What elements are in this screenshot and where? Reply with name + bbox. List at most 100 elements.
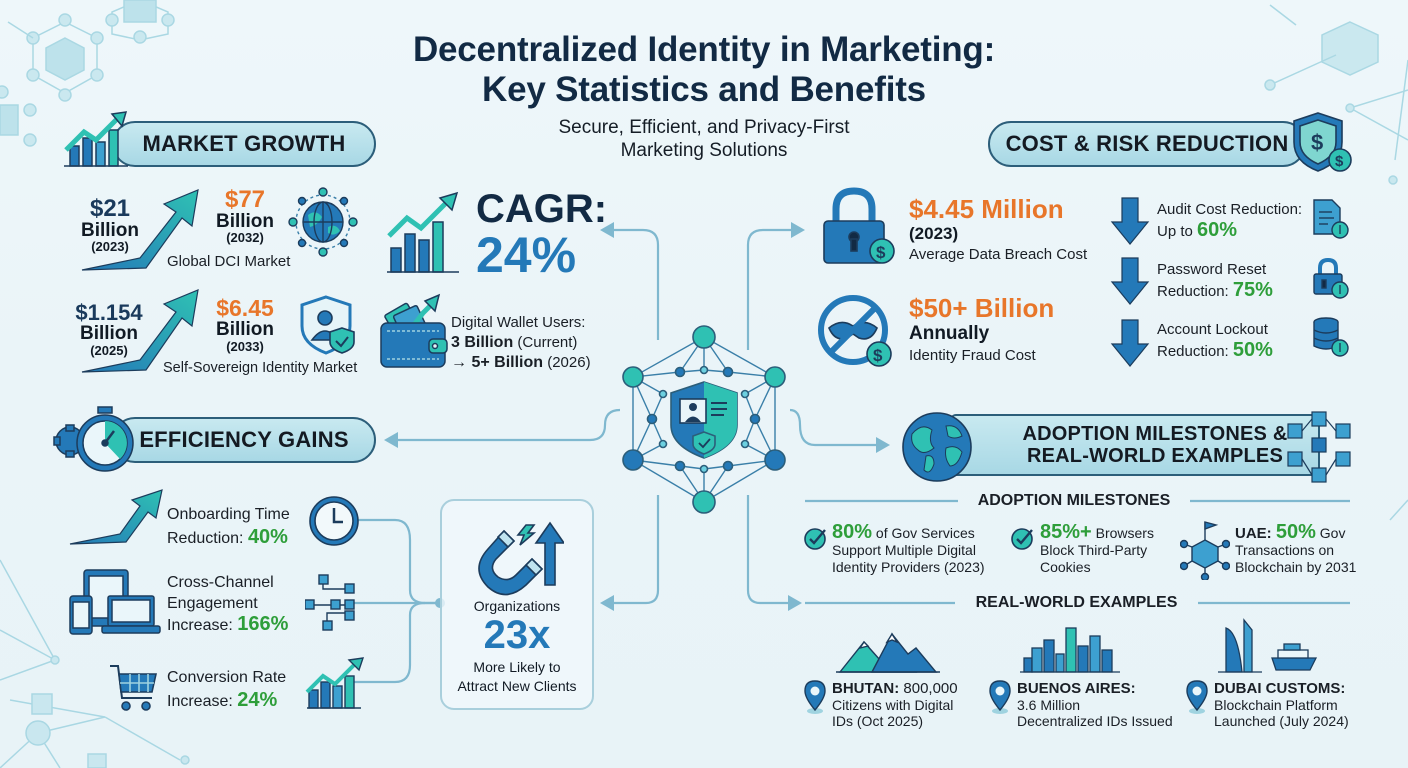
wallet-current-value: 3 Billion bbox=[451, 334, 514, 351]
cross-channel-prefix: Increase: bbox=[167, 617, 238, 634]
growth-arrow-icon bbox=[81, 189, 199, 271]
magnet-arrow-icon bbox=[478, 521, 564, 596]
examples-subheading: REAL-WORLD EXAMPLES bbox=[955, 594, 1198, 612]
user-shield-icon bbox=[300, 295, 355, 355]
shield-dollar-icon: $ $ bbox=[1293, 112, 1352, 172]
growth-chart-icon bbox=[64, 111, 128, 167]
wallet-future-note: (2026) bbox=[547, 354, 591, 371]
reduction-item-audit: Audit Cost Reduction: Up to 60% bbox=[1110, 192, 1360, 252]
down-arrow-icon bbox=[1110, 257, 1150, 305]
dci-start-stat: $21 Billion (2023) bbox=[70, 197, 150, 254]
subtitle-line-2: Marketing Solutions bbox=[620, 140, 788, 161]
milestone-2-text: Browsers bbox=[1091, 525, 1154, 541]
mountains-icon bbox=[836, 632, 940, 673]
cagr-stat: CAGR: 24% bbox=[476, 188, 607, 280]
dubai-ship-icon bbox=[1218, 618, 1318, 673]
dubai-line-2: Blockchain Platform bbox=[1214, 697, 1338, 713]
milestones-subheading: ADOPTION MILESTONES bbox=[958, 492, 1190, 510]
dci-start-value: $21 bbox=[89, 195, 131, 222]
dci-start-year: (2023) bbox=[91, 239, 129, 254]
milestone-1-line-3: Identity Providers (2023) bbox=[832, 559, 985, 575]
milestone-2-line-3: Cookies bbox=[1040, 559, 1091, 575]
milestone-1-value: 80% bbox=[832, 521, 873, 543]
adoption-heading-line-1: ADOPTION MILESTONES & bbox=[1022, 423, 1288, 445]
subtitle-line-1: Secure, Efficient, and Privacy-First bbox=[558, 117, 850, 138]
milestone-2-line-2: Block Third-Party bbox=[1040, 542, 1148, 558]
globe-icon bbox=[902, 412, 972, 482]
lockout-label: Account Lockout bbox=[1157, 321, 1268, 338]
cross-channel-label-2: Engagement bbox=[167, 595, 258, 612]
page-subtitle: Secure, Efficient, and Privacy-First Mar… bbox=[0, 116, 1408, 162]
wallet-label: Digital Wallet Users: bbox=[451, 314, 586, 331]
wallet-current-note: (Current) bbox=[517, 334, 578, 351]
conversion-prefix: Increase: bbox=[167, 693, 238, 710]
title-line-1: Decentralized Identity in Marketing: bbox=[412, 30, 996, 69]
clients-label-1: Organizations bbox=[473, 598, 561, 614]
clients-card: Organizations 23x More Likely to Attract… bbox=[440, 499, 594, 710]
stopwatch-gear-icon bbox=[53, 406, 134, 472]
onboarding-value: 40% bbox=[247, 526, 288, 548]
cost-risk-heading: COST & RISK REDUCTION bbox=[988, 121, 1306, 167]
ssi-end-stat: $6.45 Billion (2033) bbox=[203, 297, 287, 354]
audit-prefix: Up to bbox=[1157, 223, 1198, 240]
clock-icon bbox=[309, 496, 359, 546]
conversion-label: Conversion Rate bbox=[167, 669, 287, 686]
svg-text:$: $ bbox=[876, 243, 886, 262]
password-label: Password Reset bbox=[1157, 261, 1267, 278]
milestone-3-value: 50% bbox=[1275, 521, 1316, 543]
milestones-title: ADOPTION MILESTONES bbox=[977, 492, 1171, 509]
audit-label: Audit Cost Reduction: bbox=[1157, 201, 1303, 218]
ssi-end-year: (2033) bbox=[226, 339, 264, 354]
page-title: Decentralized Identity in Marketing: Key… bbox=[0, 30, 1408, 110]
no-fraud-mask-icon: $ bbox=[818, 295, 892, 367]
dci-end-stat: $77 Billion (2032) bbox=[205, 188, 285, 245]
database-download-icon bbox=[1313, 317, 1349, 357]
milestone-3-line-3: Blockchain by 2031 bbox=[1235, 559, 1357, 575]
buenos-aires-line-2: 3.6 Million bbox=[1017, 697, 1081, 713]
bhutan-title: BHUTAN: bbox=[832, 680, 900, 697]
efficiency-heading: EFFICIENCY GAINS bbox=[112, 417, 376, 463]
flow-nodes-icon bbox=[305, 574, 355, 631]
fraud-cost-value: $50+ Billion bbox=[909, 293, 1055, 323]
adoption-heading-line-2: REAL-WORLD EXAMPLES bbox=[1026, 445, 1284, 467]
city-skyline-icon bbox=[1020, 627, 1120, 673]
password-prefix: Reduction: bbox=[1157, 283, 1233, 300]
wallet-icon bbox=[380, 293, 448, 368]
wallet-future-value: 5+ Billion bbox=[471, 354, 544, 371]
growth-arrow-icon bbox=[81, 289, 199, 373]
milestone-2-value: 85%+ bbox=[1040, 521, 1092, 543]
padlock-download-icon bbox=[1313, 258, 1349, 299]
cost-risk-heading-text: COST & RISK REDUCTION bbox=[1005, 131, 1289, 156]
password-value: 75% bbox=[1232, 279, 1273, 301]
cross-channel-stat: Cross-Channel Engagement Increase: 166% bbox=[167, 572, 288, 636]
reduction-item-password: Password Reset Reduction: 75% bbox=[1110, 252, 1360, 314]
location-pin-icon bbox=[989, 680, 1011, 714]
milestone-3-line-2: Transactions on bbox=[1235, 542, 1335, 558]
cagr-label: CAGR: bbox=[476, 187, 608, 231]
cagr-value: 24% bbox=[476, 227, 577, 283]
bhutan-line-2: Citizens with Digital bbox=[832, 697, 954, 713]
buenos-aires-title: BUENOS AIRES: bbox=[1017, 680, 1136, 697]
ssi-start-stat: $1.154 Billion (2025) bbox=[64, 302, 154, 358]
svg-text:$: $ bbox=[873, 346, 883, 365]
onboarding-prefix: Reduction: bbox=[167, 530, 248, 547]
examples-title: REAL-WORLD EXAMPLES bbox=[975, 594, 1178, 611]
ssi-start-year: (2025) bbox=[90, 343, 128, 358]
ssi-end-unit: Billion bbox=[215, 319, 275, 340]
milestone-3-text: Gov bbox=[1315, 525, 1346, 541]
blockchain-flag-icon bbox=[1180, 521, 1230, 580]
milestone-3-prefix: UAE: bbox=[1235, 525, 1276, 542]
central-identity-network bbox=[622, 325, 786, 514]
clients-label-3: Attract New Clients bbox=[457, 678, 577, 694]
dci-market-label: Global DCI Market bbox=[167, 253, 291, 270]
wallet-arrow: → bbox=[451, 354, 472, 371]
milestone-1-text: of Gov Services bbox=[872, 525, 975, 541]
devices-icon bbox=[69, 569, 161, 635]
clients-description: More Likely to Attract New Clients bbox=[442, 658, 592, 696]
breach-cost-year: (2023) bbox=[909, 224, 959, 243]
lockout-prefix: Reduction: bbox=[1157, 343, 1233, 360]
onboarding-label: Onboarding Time bbox=[167, 506, 290, 523]
reductions-list: Audit Cost Reduction: Up to 60% Password… bbox=[1110, 192, 1360, 374]
growth-chart-icon bbox=[305, 657, 365, 709]
breach-cost-label: Average Data Breach Cost bbox=[909, 246, 1088, 263]
